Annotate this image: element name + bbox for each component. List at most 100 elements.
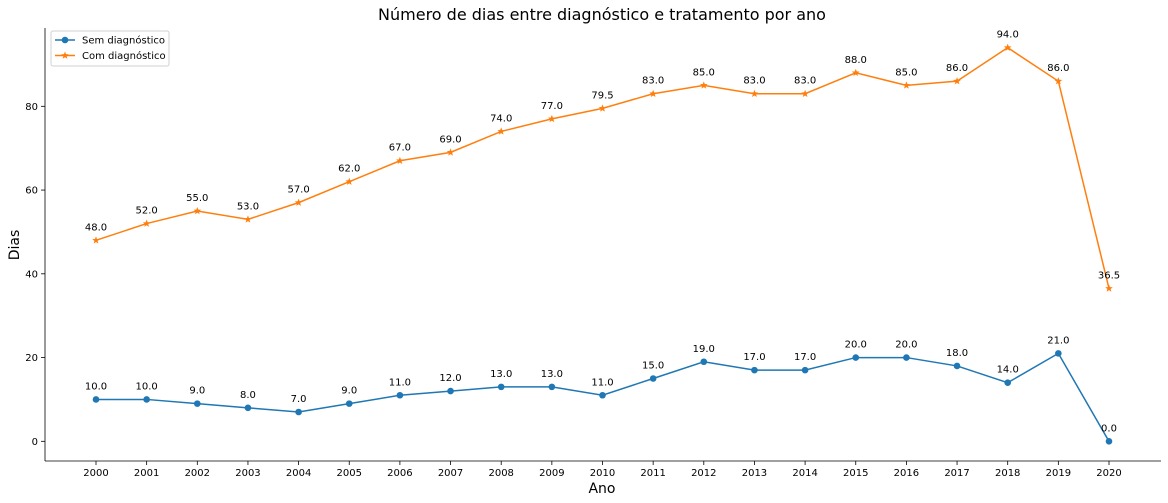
data-point (1105, 438, 1113, 445)
data-point (599, 391, 606, 399)
data-label: 62.0 (338, 164, 360, 175)
data-label: 20.0 (895, 340, 917, 351)
data-point (548, 383, 556, 391)
x-tick-label: 2017 (944, 468, 969, 479)
data-point (244, 215, 252, 223)
data-label: 10.0 (85, 381, 107, 392)
data-label: 7.0 (291, 394, 307, 405)
data-point (142, 219, 151, 227)
data-point (751, 366, 758, 374)
x-tick-label: 2007 (438, 468, 463, 479)
data-label: 86.0 (946, 63, 968, 74)
data-point (396, 156, 404, 164)
legend-label: Com diagnóstico (82, 50, 166, 62)
legend-item: Com diagnóstico (55, 50, 166, 62)
data-label: 36.5 (1098, 270, 1120, 281)
data-point (598, 104, 607, 112)
data-label: 85.0 (693, 67, 715, 78)
x-tick-label: 2019 (1046, 468, 1071, 479)
data-point (194, 400, 201, 407)
data-point (447, 387, 454, 395)
data-label: 0.0 (1101, 423, 1117, 434)
x-tick-label: 2012 (691, 468, 716, 479)
data-point (295, 408, 302, 416)
data-point (700, 358, 708, 366)
data-label: 86.0 (1047, 63, 1069, 74)
x-tick-label: 2015 (843, 468, 868, 479)
data-label: 11.0 (389, 377, 411, 388)
legend-item: Sem diagnóstico (55, 35, 165, 47)
x-tick-label: 2008 (488, 468, 513, 479)
data-label: 53.0 (237, 201, 259, 212)
data-label: 18.0 (946, 348, 968, 359)
plot-area: 10.0 10.0 9.0 8.0 7.0 9.0 11.0 12.0 13.0 13.0 11.0… (85, 30, 1120, 445)
data-point (953, 362, 961, 370)
data-point (851, 68, 860, 77)
data-point (92, 236, 100, 244)
data-point (649, 89, 657, 97)
legend-marker (61, 36, 69, 44)
data-label: 13.0 (490, 369, 512, 380)
data-point (497, 383, 505, 391)
x-tick-label: 2011 (640, 468, 665, 479)
data-label: 67.0 (389, 143, 411, 154)
x-tick-label: 2003 (235, 468, 260, 479)
data-point (750, 89, 759, 97)
data-label: 20.0 (845, 340, 867, 351)
data-label: 88.0 (845, 55, 867, 66)
data-label: 55.0 (186, 193, 208, 204)
x-tick-label: 2004 (286, 468, 311, 479)
x-tick-label: 2000 (83, 468, 108, 479)
data-point (801, 366, 809, 374)
data-point (852, 354, 860, 361)
data-point (1054, 77, 1063, 85)
data-point (1003, 43, 1012, 51)
data-label: 85.0 (895, 67, 917, 78)
data-label: 79.5 (591, 90, 613, 101)
legend-marker (61, 51, 69, 59)
data-point (649, 375, 657, 382)
x-tick-label: 2005 (337, 468, 362, 479)
data-label: 12.0 (439, 373, 461, 384)
data-label: 83.0 (743, 76, 765, 87)
legend-box (50, 30, 170, 67)
data-point (143, 396, 150, 403)
data-point (700, 81, 708, 89)
y-tick-label: 60 (25, 186, 38, 197)
data-point (953, 77, 961, 85)
data-label: 83.0 (794, 76, 816, 87)
data-label: 9.0 (341, 386, 357, 397)
data-label: 48.0 (85, 222, 107, 233)
y-tick-label: 80 (25, 102, 38, 113)
x-tick-label: 2014 (792, 468, 817, 479)
x-tick-label: 2013 (742, 468, 767, 479)
data-point (1004, 379, 1011, 386)
data-point (1105, 284, 1113, 292)
x-tick-label: 2001 (134, 468, 159, 479)
data-point (92, 396, 100, 403)
data-label: 17.0 (794, 352, 816, 363)
data-point (345, 400, 353, 407)
data-point (396, 391, 404, 399)
y-tick-label: 40 (25, 269, 38, 280)
data-label: 14.0 (997, 365, 1019, 376)
legend-label: Sem diagnóstico (82, 35, 165, 47)
data-label: 69.0 (439, 134, 461, 145)
x-tick-label: 2016 (894, 468, 919, 479)
chart-title: Número de dias entre diagnóstico e trata… (378, 5, 826, 24)
axes: 2000 2001 2002 2003 2004 2005 2006 2007 2008 2009… (25, 28, 1161, 479)
data-point (294, 198, 303, 206)
data-label: 11.0 (591, 377, 613, 388)
data-point (902, 81, 911, 89)
data-point (497, 127, 505, 135)
data-label: 8.0 (240, 390, 256, 401)
data-label: 10.0 (136, 381, 158, 392)
x-axis-title: Ano (588, 481, 615, 497)
data-label: 94.0 (997, 30, 1019, 41)
data-point (244, 404, 252, 412)
data-label: 21.0 (1047, 335, 1069, 346)
x-tick-label: 2020 (1096, 468, 1121, 479)
data-point (903, 354, 910, 361)
data-label: 9.0 (189, 386, 205, 397)
